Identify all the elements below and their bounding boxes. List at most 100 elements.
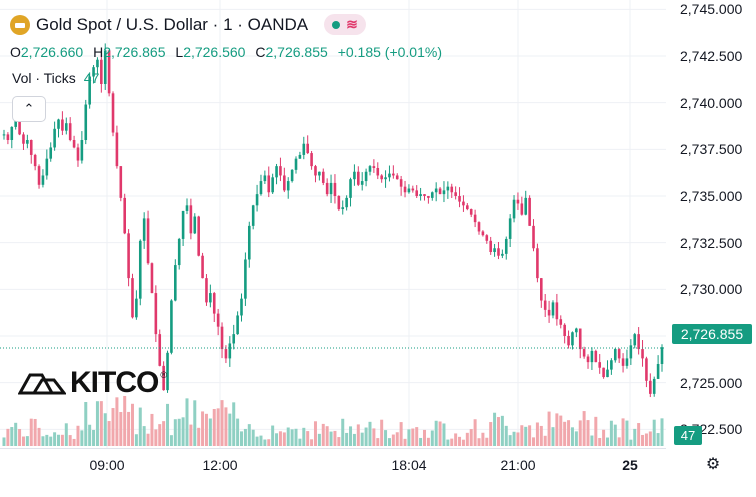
volume-bar [166, 403, 170, 446]
volume-bar [489, 422, 493, 446]
candle-body [376, 168, 380, 176]
time-axis[interactable]: 09:00 12:00 18:04 21:00 25 [0, 448, 666, 497]
candle-body [247, 225, 251, 260]
candle-body [590, 350, 594, 363]
volume-bar [625, 420, 629, 446]
volume-bar [263, 439, 267, 446]
candle-body [14, 117, 17, 127]
candle-body [547, 309, 551, 316]
volume-bar [107, 421, 111, 446]
candle-body [629, 345, 633, 359]
volume-bar [33, 418, 37, 446]
volume-bar [500, 415, 504, 446]
volume-bar [6, 428, 10, 446]
volume-bar [41, 436, 45, 446]
candle-body [271, 177, 274, 193]
time-tick-label: 25 [622, 457, 638, 473]
volume-bar [559, 415, 563, 446]
volume-bar [652, 419, 656, 446]
chevron-up-icon: ⌃ [23, 101, 35, 116]
volume-bar [504, 425, 508, 446]
volume-bar [216, 408, 220, 446]
candle-body [399, 179, 403, 187]
volume-bar [644, 433, 648, 446]
candle-body [357, 171, 360, 185]
candle-body [216, 313, 220, 327]
candle-body [656, 364, 660, 379]
candle-body [174, 265, 177, 301]
volume-bar [236, 418, 240, 446]
volume-bar [275, 433, 279, 446]
volume-bar [212, 408, 216, 446]
candle-body [501, 253, 504, 256]
candle-body [462, 201, 465, 206]
candle-body [598, 362, 602, 368]
candle-body [33, 154, 37, 167]
candle-body [131, 278, 134, 318]
volume-bar [146, 433, 150, 446]
volume-bar [434, 420, 438, 446]
gear-icon[interactable]: ⚙ [705, 456, 721, 473]
price-tick-label: 2,735.000 [680, 188, 743, 204]
volume-bar [594, 416, 598, 446]
symbol-title[interactable]: Gold Spot / U.S. Dollar · 1 · OANDA [36, 14, 309, 34]
volume-bar [220, 400, 224, 446]
volume-bar [535, 422, 539, 446]
candle-body [633, 334, 637, 346]
volume-bar [532, 437, 536, 446]
candle-body [64, 123, 68, 131]
open-value: 2,726.660 [20, 44, 84, 60]
volume-bar [99, 401, 103, 446]
candle-body [197, 216, 200, 256]
volume-bar [403, 438, 407, 446]
volume-bar [399, 422, 403, 446]
candle-body [454, 192, 457, 196]
candle-body [228, 343, 232, 359]
volume-bar [177, 418, 181, 446]
candle-body [154, 293, 158, 335]
candle-body [613, 349, 617, 361]
volume-bar [586, 420, 590, 446]
volume-bar [232, 402, 236, 446]
volume-bar [407, 429, 411, 446]
market-status-pill[interactable]: ≋ [324, 14, 366, 35]
volume-bar [169, 435, 173, 446]
volume-bar [21, 436, 25, 446]
volume-bar [617, 437, 621, 446]
candle-body [466, 205, 469, 210]
volume-legend[interactable]: Vol · Ticks 47 [12, 70, 99, 86]
price-tick-label: 2,725.000 [680, 374, 743, 391]
candle-body [645, 358, 648, 381]
candle-body [162, 365, 165, 391]
candle-body [617, 349, 621, 359]
volume-bar [621, 418, 625, 446]
volume-bar [201, 411, 205, 446]
candle-body [275, 166, 278, 178]
candle-body [477, 222, 481, 232]
volume-bar [197, 427, 201, 446]
volume-bar [29, 418, 33, 446]
price-axis[interactable]: 2,745.000 2,742.500 2,740.000 2,737.500 2,73… [666, 0, 756, 496]
volume-bar [384, 430, 388, 446]
volume-bar [14, 422, 18, 446]
close-label: C [255, 44, 266, 60]
candle-body [582, 349, 586, 357]
volume-bar [95, 401, 99, 446]
candle-body [146, 218, 150, 264]
volume-bar [181, 417, 185, 446]
volume-bar [10, 427, 14, 446]
volume-bar [325, 426, 329, 446]
wave-icon: ≋ [346, 16, 358, 32]
volume-bar [185, 398, 189, 446]
volume-bar [422, 429, 426, 446]
candle-body [528, 197, 531, 226]
candle-body [205, 278, 208, 303]
collapse-legend-button[interactable]: ⌃ [12, 96, 46, 122]
candle-body [61, 119, 64, 131]
candle-body [380, 175, 383, 180]
volume-bar [613, 424, 617, 446]
volume-bar [356, 424, 360, 446]
candle-body [189, 205, 193, 234]
candle-body [395, 175, 399, 180]
